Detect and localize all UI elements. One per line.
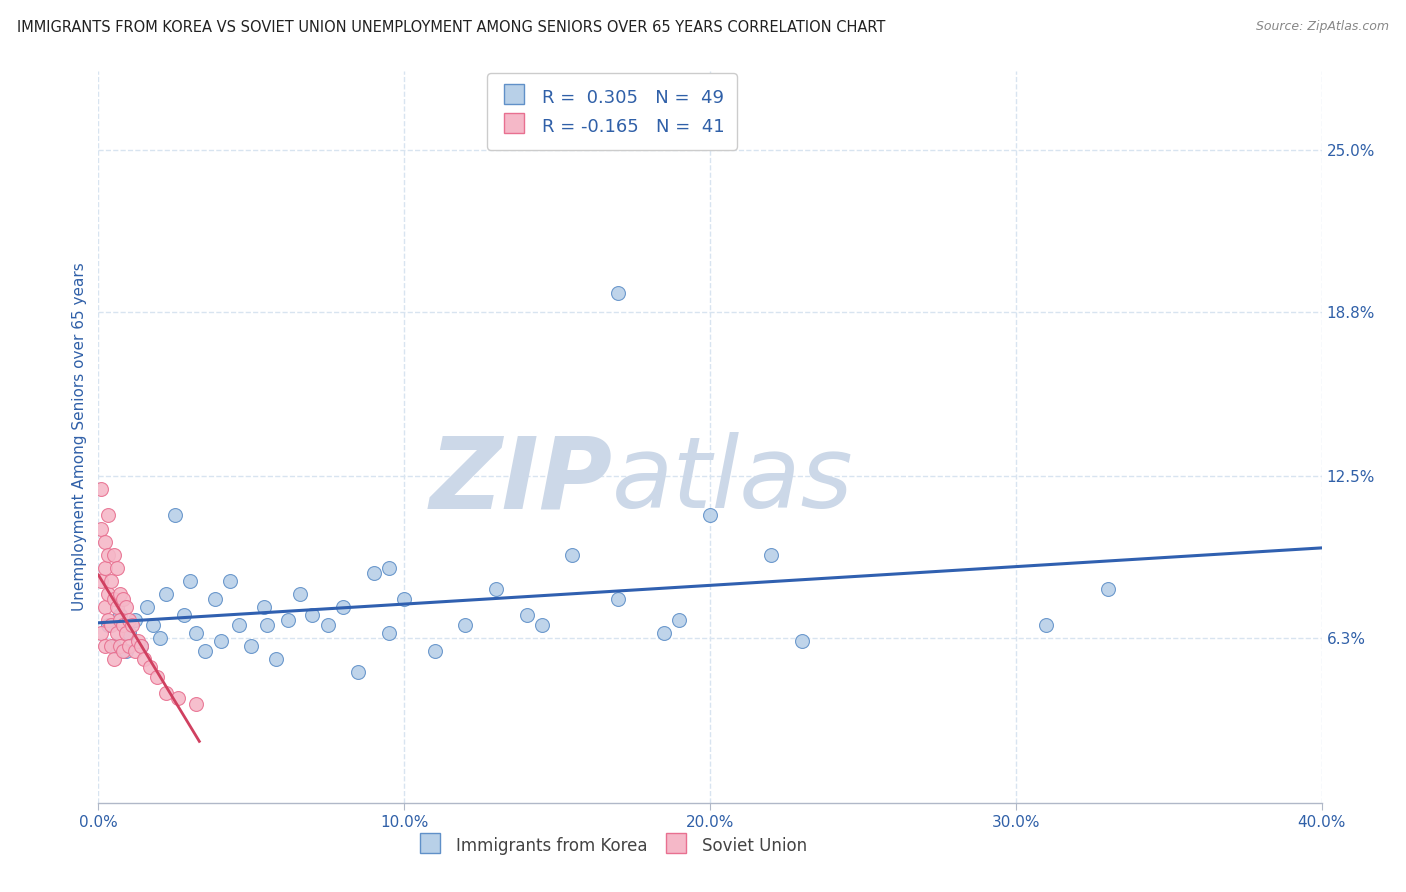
Point [90,521,112,535]
Point [105,626,128,640]
Point [167,691,190,706]
Point [93,639,115,653]
Point [100,639,122,653]
Point [561,548,583,562]
Point [105,560,128,574]
Point [124,644,146,658]
Point [530,618,553,632]
Point [90,574,112,588]
Point [173,607,195,622]
Point [90,483,112,497]
Text: atlas: atlas [612,433,853,530]
Point [103,548,125,562]
Point [163,508,186,523]
Point [97,587,120,601]
Point [108,607,131,622]
Point [485,582,508,596]
Point [93,560,115,574]
Point [759,548,782,562]
Point [363,566,385,580]
Point [186,626,208,640]
Point [103,652,125,666]
Point [155,587,177,601]
Point [118,639,141,653]
Point [252,599,274,614]
Point [347,665,370,680]
Point [516,607,538,622]
Point [97,508,120,523]
Point [111,592,134,607]
Point [652,626,675,640]
Point [115,644,138,658]
Text: Source: ZipAtlas.com: Source: ZipAtlas.com [1256,20,1389,33]
Point [378,560,401,574]
Point [139,660,162,674]
Point [699,508,721,523]
Point [105,599,128,614]
Point [194,644,217,658]
Point [392,592,416,607]
Point [111,618,134,632]
Point [1035,618,1057,632]
Point [129,639,152,653]
Point [108,639,131,653]
Point [90,626,112,640]
Point [316,618,339,632]
Point [256,618,278,632]
Point [127,633,149,648]
Point [332,599,354,614]
Text: ZIP: ZIP [429,433,612,530]
Point [115,626,138,640]
Point [186,697,208,711]
Point [93,599,115,614]
Point [454,618,477,632]
Point [100,618,122,632]
Point [668,613,690,627]
Point [790,633,813,648]
Point [155,686,177,700]
Point [290,587,312,601]
Point [209,633,232,648]
Point [134,652,156,666]
Point [277,613,299,627]
Point [378,626,401,640]
Point [111,644,134,658]
Point [136,599,159,614]
Point [97,548,120,562]
Point [228,618,250,632]
Point [108,587,131,601]
Point [97,618,120,632]
Text: IMMIGRANTS FROM KOREA VS SOVIET UNION UNEMPLOYMENT AMONG SENIORS OVER 65 YEARS C: IMMIGRANTS FROM KOREA VS SOVIET UNION UN… [17,20,886,35]
Point [97,613,120,627]
Point [240,639,263,653]
Legend: Immigrants from Korea, Soviet Union: Immigrants from Korea, Soviet Union [405,824,818,868]
Point [118,613,141,627]
Point [108,613,131,627]
Point [100,574,122,588]
Point [115,599,138,614]
Point [103,639,125,653]
Point [219,574,242,588]
Point [179,574,201,588]
Point [149,632,172,646]
Point [121,618,143,632]
Point [204,592,226,607]
Y-axis label: Unemployment Among Seniors over 65 years: Unemployment Among Seniors over 65 years [72,263,87,611]
Point [118,626,141,640]
Point [423,644,446,658]
Point [142,618,165,632]
Point [145,670,167,684]
Point [129,639,152,653]
Point [124,613,146,627]
Point [607,286,630,301]
Point [93,534,115,549]
Point [103,592,125,607]
Point [264,652,287,666]
Point [1097,582,1119,596]
Point [607,592,630,607]
Point [301,607,323,622]
